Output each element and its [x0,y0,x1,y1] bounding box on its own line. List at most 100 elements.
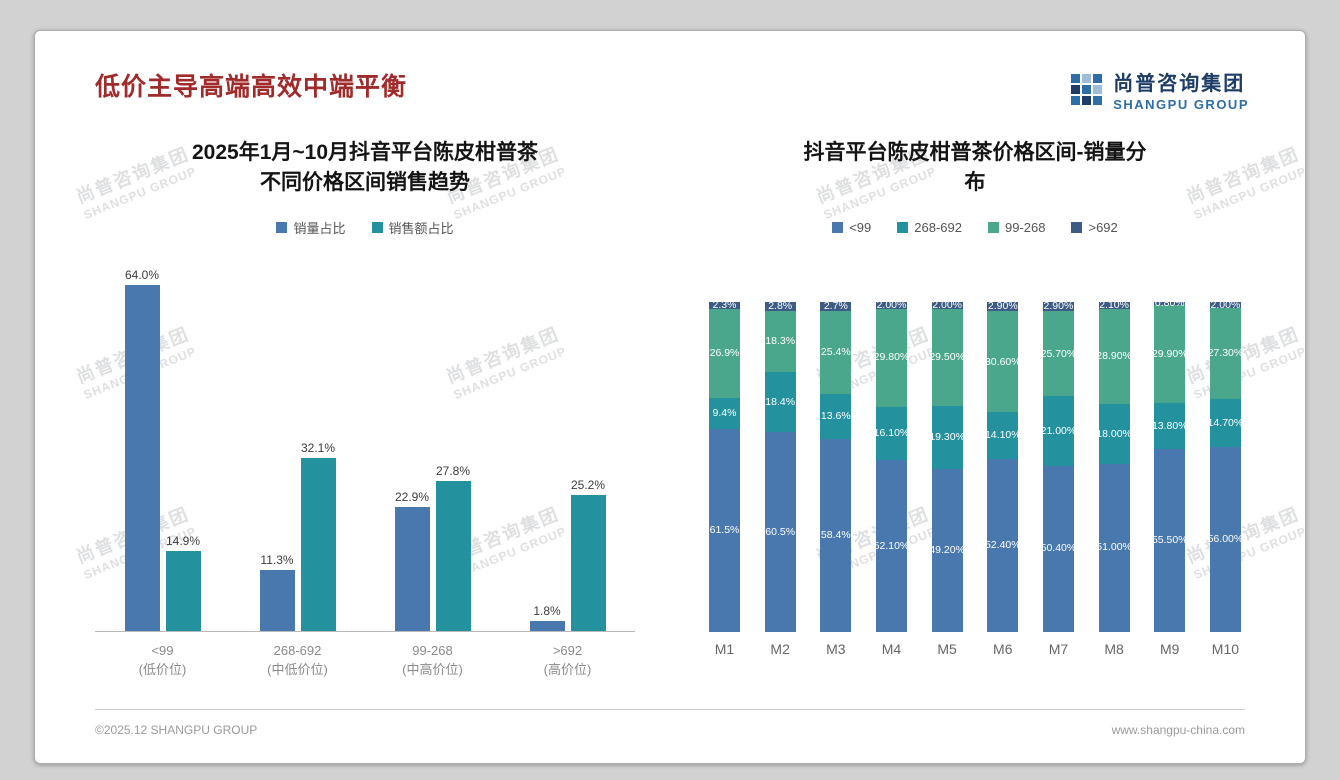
bar-segment: 52.10% [874,459,909,632]
stacked-bar: 58.4% 13.6% 25.4% 2.7% [820,299,852,632]
bar-group: 22.9% 27.8% [365,464,500,631]
bar-segment: 0.80% [1154,298,1186,308]
slide-header: 低价主导高端高效中端平衡 尚普咨询集团 SHANGPU GROUP [35,31,1305,112]
segment-value-label: 29.90% [1151,347,1188,360]
category-label: M10 [1211,640,1240,657]
bar-segment: 49.20% [929,469,965,632]
segment-value-label: 16.10% [873,427,910,440]
bar-segment: 16.10% [873,406,910,460]
stacked-bar: 61.5% 9.4% 26.9% 2.3% [709,300,740,632]
category-range: >692 [552,642,583,658]
segment-value-label: 9.4% [712,407,737,420]
category-label: M7 [1048,640,1069,657]
bar-segment: 2.00% [875,300,907,310]
bar-column: 32.1% [300,440,336,631]
bar-value-label: 14.9% [165,533,201,548]
bar-value-label: 32.1% [300,440,336,455]
segment-value-label: 13.6% [820,410,851,423]
legend-item: 268-692 [897,220,962,235]
bar-segment: 25.70% [1040,311,1077,397]
bar-value-label: 64.0% [124,267,160,282]
bar-segment: 25.4% [820,310,852,395]
bar-segment: 30.60% [985,311,1021,413]
bar-value-label: 27.8% [435,463,471,478]
legend-swatch-icon [276,221,288,233]
bar-segment: 9.4% [709,397,740,429]
category-label: 268-692 (中低价位) [230,641,365,680]
segment-value-label: 2.00% [1210,298,1241,311]
bar-column: 14.9% [165,533,201,631]
legend-label: 268-692 [914,219,962,235]
segment-value-label: 56.00% [1207,533,1244,546]
category-label: M5 [937,640,957,657]
bar-group: 1.8% 25.2% [500,478,635,631]
segment-value-label: 21.00% [1040,424,1077,437]
bar-segment: 2.90% [987,300,1019,313]
slide-footer: ©2025.12 SHANGPU GROUP www.shangpu-china… [95,709,1245,737]
bar [529,620,565,631]
segment-value-label: 2.7% [823,299,848,312]
segment-value-label: 25.70% [1040,347,1077,360]
right-chart-title: 抖音平台陈皮柑普茶价格区间-销量分 布 [803,141,1147,195]
legend-label: 销售额占比 [388,220,454,236]
grouped-bar-chart: 2025年1月~10月抖音平台陈皮柑普茶 不同价格区间销售趋势 销量占比 销售额占… [95,138,635,680]
segment-value-label: 55.50% [1151,534,1188,547]
bar-segment: 52.40% [985,458,1021,632]
category-tier: (高价位) [543,662,592,678]
segment-value-label: 14.70% [1207,416,1244,429]
stacked-bar: 52.10% 16.10% 29.80% 2.00% [873,300,910,632]
bar-segment: 50.40% [1040,465,1077,632]
segment-value-label: 27.30% [1207,347,1244,360]
left-chart-plot: 64.0% 14.9% 11.3% 32.1% 22.9% 27.8% 1.8% 25.2% [95,242,635,632]
segment-value-label: 58.4% [820,529,851,542]
logo-text-en: SHANGPU GROUP [1113,97,1249,112]
segment-value-label: 2.8% [768,300,793,313]
category-range: 99-268 [412,642,453,658]
bar-group: 64.0% 14.9% [95,268,230,631]
bar-segment: 2.10% [1098,300,1130,310]
bar-value-label: 1.8% [533,603,561,618]
stacked-bar: 50.40% 21.00% 25.70% 2.90% [1040,300,1077,632]
left-chart-category-axis: <99 (低价位) 268-692 (中低价位) 99-268 (中高价位) >692 (高价… [95,641,635,680]
stacked-bar: 55.50% 13.80% 29.90% 0.80% [1151,298,1188,632]
category-label: M6 [993,640,1013,657]
category-label: >692 (高价位) [500,641,635,680]
segment-value-label: 2.90% [987,300,1018,313]
segment-value-label: 29.80% [873,351,910,364]
segment-value-label: 13.80% [1151,419,1188,432]
bar-column: 22.9% [394,490,430,631]
footer-copyright: ©2025.12 SHANGPU GROUP [95,723,258,737]
segment-value-label: 25.4% [820,346,851,359]
bar-value-label: 25.2% [570,477,606,492]
category-label: M4 [881,640,902,657]
legend-swatch-icon [832,221,844,233]
bar-segment: 18.00% [1096,404,1132,464]
legend-swatch-icon [371,221,383,233]
segment-value-label: 18.4% [765,395,796,408]
right-chart-category-axis: M1 M2 M3 M4 M5 M6 M7 M8 M9 M10 [705,641,1245,657]
legend-label: 99-268 [1005,219,1046,235]
legend-item: 销售额占比 [371,218,454,237]
bar-segment: 51.00% [1096,463,1132,632]
bar-segment: 58.4% [820,439,852,632]
bar [259,569,295,631]
stacked-bar: 52.40% 14.10% 30.60% 2.90% [985,300,1021,632]
segment-value-label: 2.90% [1043,300,1074,313]
legend-label: <99 [849,219,872,235]
logo-icon [1071,73,1103,105]
slide: 尚普咨询集团 SHANGPU GROUP 尚普咨询集团 SHANGPU GROUP 尚普… [34,30,1306,764]
bar-segment: 14.10% [985,412,1021,459]
legend-label: 销量占比 [293,220,346,236]
bar-segment: 26.9% [709,309,740,398]
segment-value-label: 50.40% [1040,542,1077,555]
bar-segment: 2.00% [931,300,963,310]
bar-segment: 2.8% [764,300,796,313]
legend-swatch-icon [1071,221,1083,233]
segment-value-label: 18.00% [1096,427,1132,440]
segment-value-label: 0.80% [1154,297,1185,310]
legend-item: 99-268 [988,220,1045,235]
legend-item: <99 [832,220,871,235]
category-range: 268-692 [273,642,322,658]
bar-column: 25.2% [570,477,606,631]
bar-value-label: 11.3% [260,552,294,567]
